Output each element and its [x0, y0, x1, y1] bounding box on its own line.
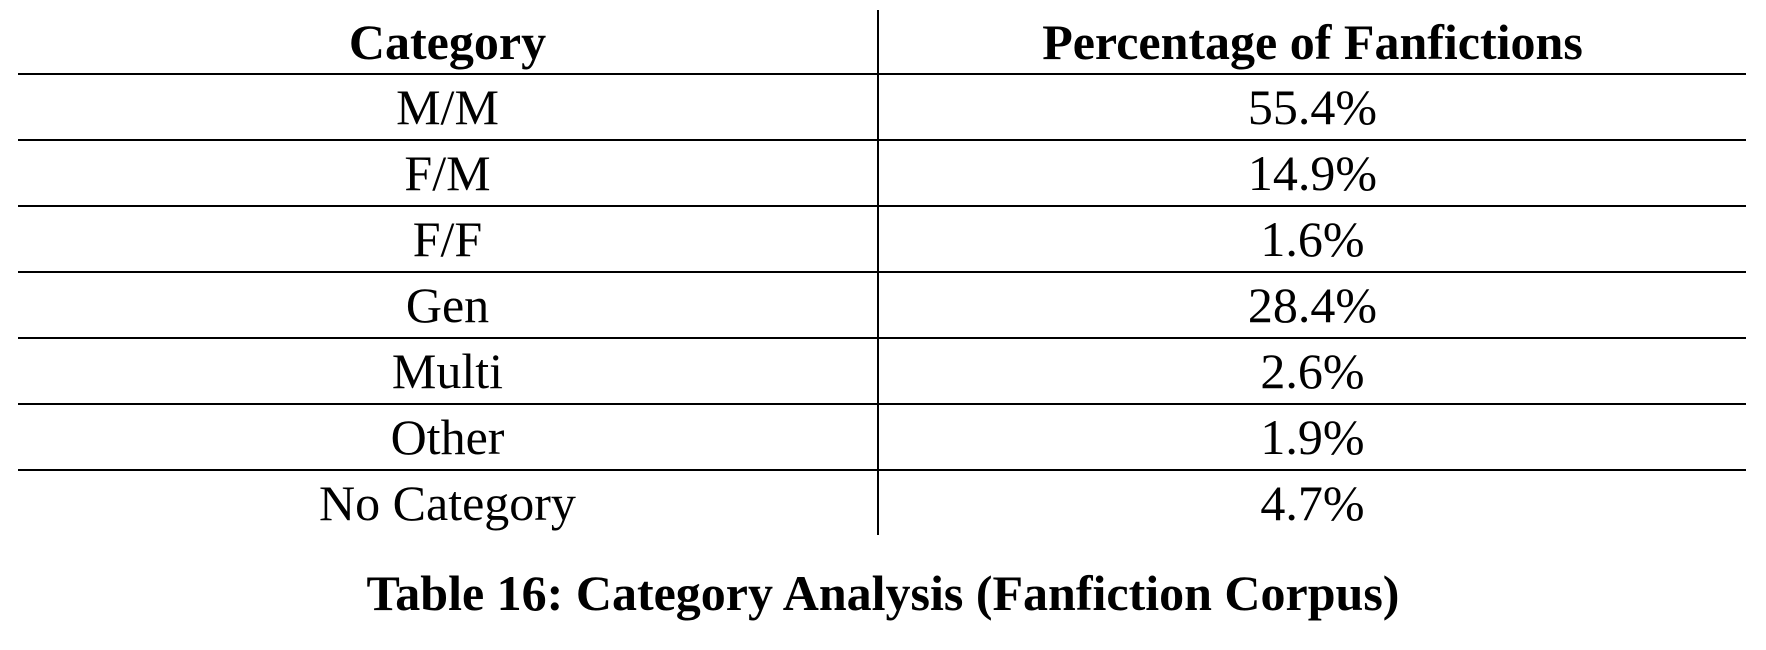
- category-cell: Gen: [18, 272, 879, 339]
- percentage-cell: 14.9%: [878, 140, 1746, 207]
- category-cell: No Category: [18, 470, 879, 535]
- table-header-row: Category Percentage of Fanfictions: [18, 10, 1746, 75]
- category-table-container: Category Percentage of Fanfictions M/M 5…: [18, 10, 1746, 535]
- column-header-percentage: Percentage of Fanfictions: [878, 10, 1746, 75]
- percentage-cell: 28.4%: [878, 272, 1746, 339]
- category-cell: F/F: [18, 206, 879, 273]
- percentage-cell: 1.9%: [878, 404, 1746, 471]
- column-header-category: Category: [18, 10, 879, 75]
- percentage-cell: 4.7%: [1260, 475, 1365, 531]
- table-row: Multi 2.6%: [18, 338, 1746, 405]
- category-cell: Other: [18, 404, 879, 471]
- table-row: M/M 55.4%: [18, 74, 1746, 141]
- category-cell: F/M: [18, 140, 879, 207]
- category-cell: Multi: [18, 338, 879, 405]
- table-row: Other 1.9%: [18, 404, 1746, 471]
- table-row: No Category 4.7%: [18, 470, 1746, 535]
- table-row: F/M 14.9%: [18, 140, 1746, 207]
- table-row: Gen 28.4%: [18, 272, 1746, 339]
- table-caption: Table 16: Category Analysis (Fanfiction …: [366, 565, 1400, 621]
- percentage-cell: 55.4%: [878, 74, 1746, 141]
- table-row: F/F 1.6%: [18, 206, 1746, 273]
- percentage-cell: 1.6%: [878, 206, 1746, 273]
- category-table: Category Percentage of Fanfictions M/M 5…: [18, 10, 1746, 535]
- category-cell: M/M: [18, 74, 879, 141]
- percentage-cell: 2.6%: [878, 338, 1746, 405]
